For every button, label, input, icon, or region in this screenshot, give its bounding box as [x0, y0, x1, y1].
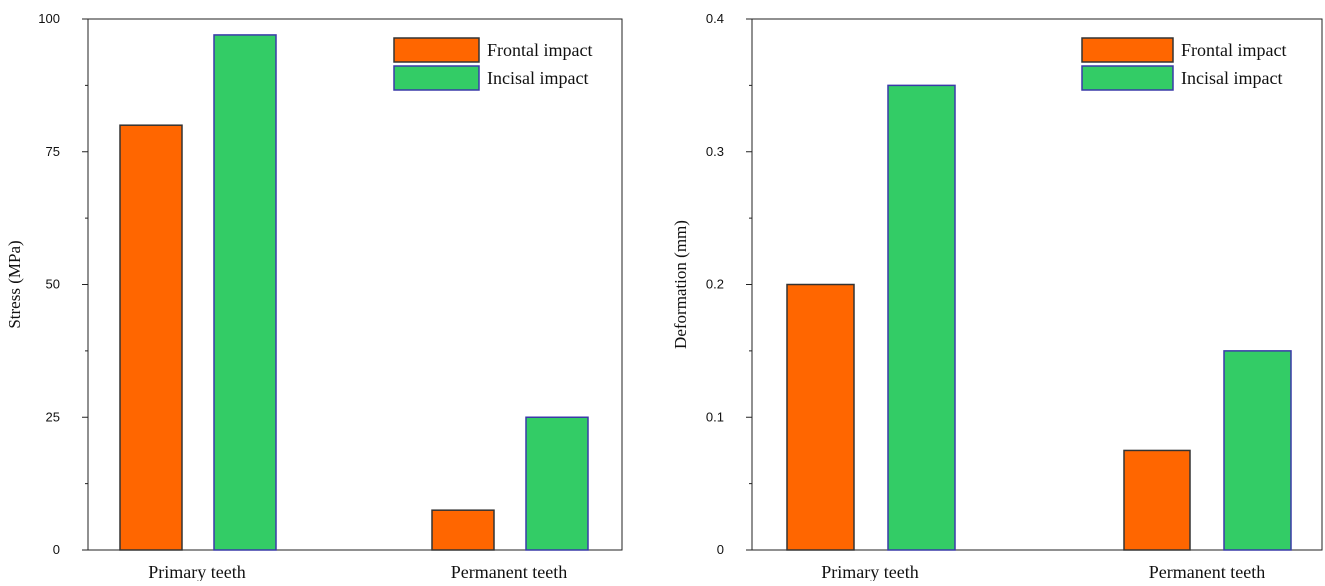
y-axis-title: Stress (MPa) — [5, 240, 24, 328]
y-tick-label: 25 — [46, 409, 60, 424]
frontal-bar-permanent — [1123, 449, 1191, 551]
y-tick-label: 0.2 — [706, 277, 724, 292]
frontal-bar-permanent — [431, 509, 495, 551]
deformation-chart: 0 0.1 0.2 0.3 0.4 Deformation (mm) Primary tee… — [671, 11, 1323, 582]
y-tick-label: 0.4 — [706, 11, 724, 26]
frontal-bar-primary — [786, 283, 855, 551]
legend-swatch-incisal — [1081, 65, 1174, 91]
category-label: Primary teeth — [148, 562, 245, 581]
y-tick-label: 0.1 — [706, 409, 724, 424]
legend-label: Frontal impact — [487, 40, 592, 60]
incisal-bar-permanent — [525, 416, 589, 551]
incisal-bar-primary — [213, 34, 277, 551]
y-axis-title: Deformation (mm) — [671, 220, 690, 349]
y-tick-label: 0 — [717, 542, 724, 557]
category-label: Permanent teeth — [1149, 562, 1265, 581]
stress-chart: 0 25 50 75 100 Stress (MPa) Primary teeth Perma… — [5, 11, 623, 582]
category-label: Permanent teeth — [451, 562, 567, 581]
y-tick-label: 75 — [46, 144, 60, 159]
legend-label: Incisal impact — [1181, 68, 1282, 88]
legend-swatch-incisal — [393, 65, 480, 91]
incisal-bar-primary — [887, 84, 956, 551]
legend-swatch-frontal — [393, 37, 480, 63]
y-tick-label: 0.3 — [706, 144, 724, 159]
y-tick-label: 100 — [38, 11, 60, 26]
legend-swatch-frontal — [1081, 37, 1174, 63]
category-label: Primary teeth — [821, 562, 918, 581]
y-tick-label: 0 — [53, 542, 60, 557]
legend-label: Incisal impact — [487, 68, 588, 88]
legend-label: Frontal impact — [1181, 40, 1286, 60]
frontal-bar-primary — [119, 124, 183, 551]
incisal-bar-permanent — [1223, 350, 1292, 551]
y-tick-label: 50 — [46, 277, 60, 292]
